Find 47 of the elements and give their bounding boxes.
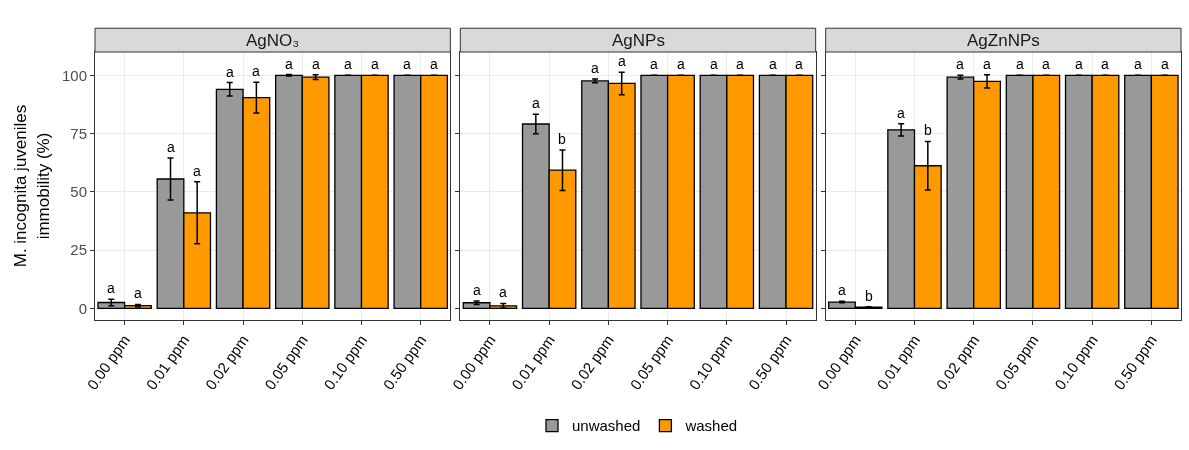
data-label: a bbox=[769, 56, 777, 72]
data-label: a bbox=[1101, 56, 1109, 72]
data-label: a bbox=[650, 56, 658, 72]
data-label: a bbox=[193, 163, 201, 179]
data-label: a bbox=[167, 139, 175, 155]
y-tick-label: 50 bbox=[70, 183, 87, 201]
y-tick-label: 75 bbox=[70, 124, 87, 142]
y-tick-label: 0 bbox=[78, 299, 87, 317]
data-label: a bbox=[473, 282, 481, 298]
data-label: a bbox=[403, 56, 411, 72]
data-label: a bbox=[532, 95, 540, 111]
data-label: a bbox=[1134, 56, 1142, 72]
data-label: a bbox=[983, 56, 991, 72]
legend-label: washed bbox=[684, 417, 738, 435]
data-label: a bbox=[677, 56, 685, 72]
y-tick-label: 25 bbox=[70, 241, 87, 259]
y-tick-label: 100 bbox=[61, 66, 87, 84]
data-label: a bbox=[897, 105, 905, 121]
legend-label: unwashed bbox=[572, 417, 641, 435]
data-label: a bbox=[956, 56, 964, 72]
data-label: b bbox=[924, 122, 932, 138]
data-label: a bbox=[285, 56, 293, 72]
data-label: a bbox=[312, 56, 320, 72]
data-label: a bbox=[371, 56, 379, 72]
data-label: a bbox=[1161, 56, 1169, 72]
data-label: a bbox=[838, 282, 846, 298]
data-label: a bbox=[107, 280, 115, 296]
data-label: b bbox=[865, 288, 873, 304]
data-label: a bbox=[591, 60, 599, 76]
data-label: a bbox=[736, 56, 744, 72]
data-label: a bbox=[499, 284, 507, 300]
data-label: a bbox=[226, 64, 234, 80]
chart-title: AgNO₃ bbox=[246, 31, 300, 50]
data-label: a bbox=[252, 63, 260, 79]
data-label: a bbox=[134, 285, 142, 301]
y-axis-title: M. incognita juveniles immobility (%) bbox=[11, 104, 53, 268]
data-label: a bbox=[618, 53, 626, 69]
chart-title: AgNPs bbox=[612, 31, 665, 50]
data-label: a bbox=[1075, 56, 1083, 72]
data-label: a bbox=[710, 56, 718, 72]
data-label: b bbox=[558, 131, 566, 147]
data-label: a bbox=[1016, 56, 1024, 72]
data-label: a bbox=[795, 56, 803, 72]
chart-title: AgZnNPs bbox=[967, 31, 1040, 50]
data-label: a bbox=[430, 56, 438, 72]
data-label: a bbox=[1042, 56, 1050, 72]
data-label: a bbox=[344, 56, 352, 72]
